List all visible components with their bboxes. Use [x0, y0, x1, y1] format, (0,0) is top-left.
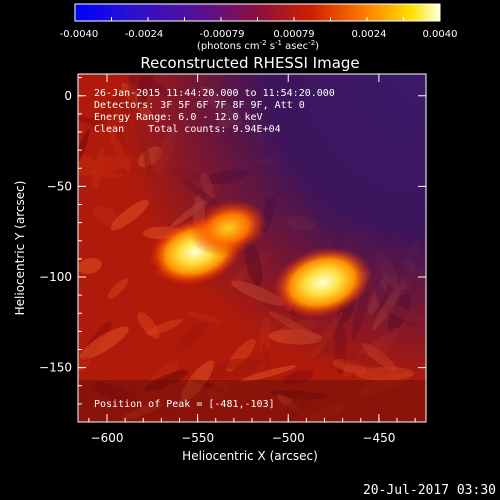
- x-axis: −600 −550 −500 −450: [88, 74, 416, 445]
- source-2: [189, 199, 268, 257]
- colorbar-tick-label: -0.0024: [125, 29, 164, 40]
- chart-title: Reconstructed RHESSI Image: [140, 54, 359, 72]
- x-tick-label: −500: [272, 431, 305, 445]
- y-tick-label: −50: [47, 179, 72, 193]
- x-axis-label: Heliocentric X (arcsec): [182, 449, 318, 463]
- annotation-energy-range: Energy Range: 6.0 - 12.0 keV: [94, 112, 263, 123]
- colorbar-tick-label: 0.00079: [273, 29, 314, 40]
- colorbar-tick-label: -0.0040: [60, 29, 99, 40]
- source-3: [273, 247, 372, 318]
- annotation-clean-counts: Clean Total counts: 9.94E+04: [94, 124, 281, 135]
- x-tick-label: −550: [181, 431, 214, 445]
- colorbar-unit: (photons cm-2 s-1 asec-2): [197, 39, 319, 52]
- y-tick-label: −100: [39, 270, 72, 284]
- x-tick-label: −450: [362, 431, 395, 445]
- y-tick-label: 0: [64, 89, 72, 103]
- y-axis: 0 −50 −100 −150: [39, 77, 426, 405]
- colorbar-tick-label: 0.0040: [423, 29, 458, 40]
- annotation-detectors: Detectors: 3F 5F 6F 7F 8F 9F, Att 0: [94, 100, 305, 111]
- annotation-peak-position: Position of Peak = [-481,-103]: [94, 399, 275, 410]
- heatmap-image: [78, 74, 426, 422]
- annotation-time-range: 26-Jan-2015 11:44:20.000 to 11:54:20.000: [94, 88, 335, 99]
- colorbar-ticks: [74, 17, 441, 21]
- colorbar-tick-label: 0.0024: [352, 29, 387, 40]
- y-axis-label: Heliocentric Y (arcsec): [13, 181, 27, 316]
- colorbar-tick-label: -0.00079: [200, 29, 245, 40]
- x-tick-label: −600: [91, 431, 124, 445]
- footer-timestamp: 20-Jul-2017 03:30: [363, 483, 496, 498]
- y-tick-label: −150: [39, 361, 72, 375]
